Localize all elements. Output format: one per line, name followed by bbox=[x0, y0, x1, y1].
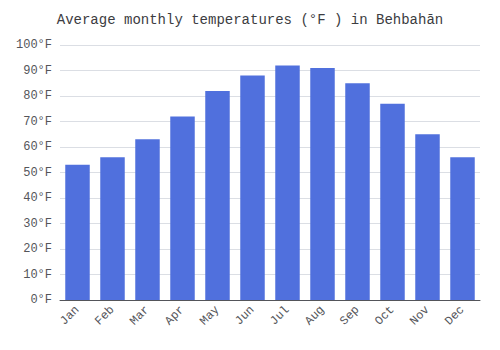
svg-text:Mar: Mar bbox=[127, 303, 152, 328]
svg-text:Sep: Sep bbox=[337, 303, 362, 328]
svg-text:20°F: 20°F bbox=[23, 242, 52, 256]
svg-text:Jan: Jan bbox=[57, 303, 82, 328]
svg-text:Oct: Oct bbox=[372, 303, 397, 328]
svg-text:50°F: 50°F bbox=[23, 166, 52, 180]
svg-text:40°F: 40°F bbox=[23, 191, 52, 205]
svg-text:Apr: Apr bbox=[162, 303, 187, 328]
svg-text:May: May bbox=[197, 303, 222, 328]
svg-text:60°F: 60°F bbox=[23, 140, 52, 154]
svg-text:70°F: 70°F bbox=[23, 115, 52, 129]
svg-text:Jul: Jul bbox=[267, 303, 292, 328]
svg-text:Feb: Feb bbox=[92, 303, 117, 328]
svg-text:10°F: 10°F bbox=[23, 268, 52, 282]
svg-text:30°F: 30°F bbox=[23, 217, 52, 231]
svg-text:90°F: 90°F bbox=[23, 64, 52, 78]
svg-text:80°F: 80°F bbox=[23, 89, 52, 103]
svg-text:100°F: 100°F bbox=[16, 38, 52, 52]
svg-text:Average monthly temperatures (: Average monthly temperatures (°F ) in Be… bbox=[57, 12, 443, 28]
svg-text:Jun: Jun bbox=[232, 303, 257, 328]
svg-text:Aug: Aug bbox=[302, 303, 327, 328]
svg-text:Nov: Nov bbox=[407, 303, 432, 328]
svg-text:0°F: 0°F bbox=[30, 293, 52, 307]
svg-text:Dec: Dec bbox=[442, 303, 467, 328]
